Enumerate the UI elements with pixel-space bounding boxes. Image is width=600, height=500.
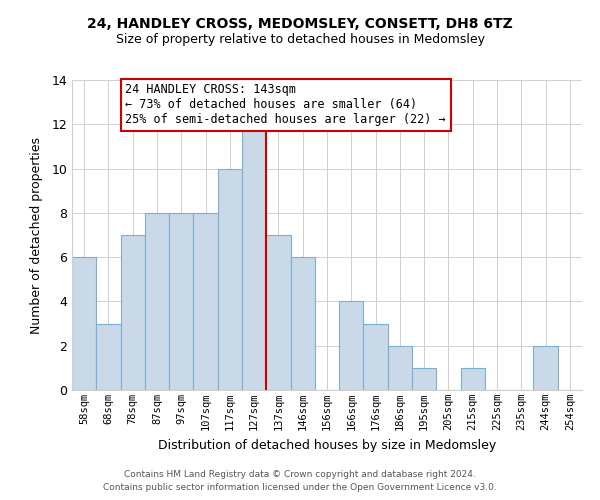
Bar bbox=[242, 124, 266, 390]
X-axis label: Distribution of detached houses by size in Medomsley: Distribution of detached houses by size … bbox=[158, 438, 496, 452]
Text: 24 HANDLEY CROSS: 143sqm
← 73% of detached houses are smaller (64)
25% of semi-d: 24 HANDLEY CROSS: 143sqm ← 73% of detach… bbox=[125, 84, 446, 126]
Text: 24, HANDLEY CROSS, MEDOMSLEY, CONSETT, DH8 6TZ: 24, HANDLEY CROSS, MEDOMSLEY, CONSETT, D… bbox=[87, 18, 513, 32]
Y-axis label: Number of detached properties: Number of detached properties bbox=[30, 136, 43, 334]
Bar bbox=[266, 235, 290, 390]
Text: Contains HM Land Registry data © Crown copyright and database right 2024.: Contains HM Land Registry data © Crown c… bbox=[124, 470, 476, 479]
Text: Contains public sector information licensed under the Open Government Licence v3: Contains public sector information licen… bbox=[103, 484, 497, 492]
Bar bbox=[193, 213, 218, 390]
Bar bbox=[121, 235, 145, 390]
Bar bbox=[339, 302, 364, 390]
Bar bbox=[169, 213, 193, 390]
Bar bbox=[364, 324, 388, 390]
Bar bbox=[96, 324, 121, 390]
Text: Size of property relative to detached houses in Medomsley: Size of property relative to detached ho… bbox=[115, 32, 485, 46]
Bar bbox=[218, 168, 242, 390]
Bar bbox=[412, 368, 436, 390]
Bar bbox=[145, 213, 169, 390]
Bar bbox=[290, 257, 315, 390]
Bar bbox=[388, 346, 412, 390]
Bar bbox=[461, 368, 485, 390]
Bar bbox=[533, 346, 558, 390]
Bar bbox=[72, 257, 96, 390]
